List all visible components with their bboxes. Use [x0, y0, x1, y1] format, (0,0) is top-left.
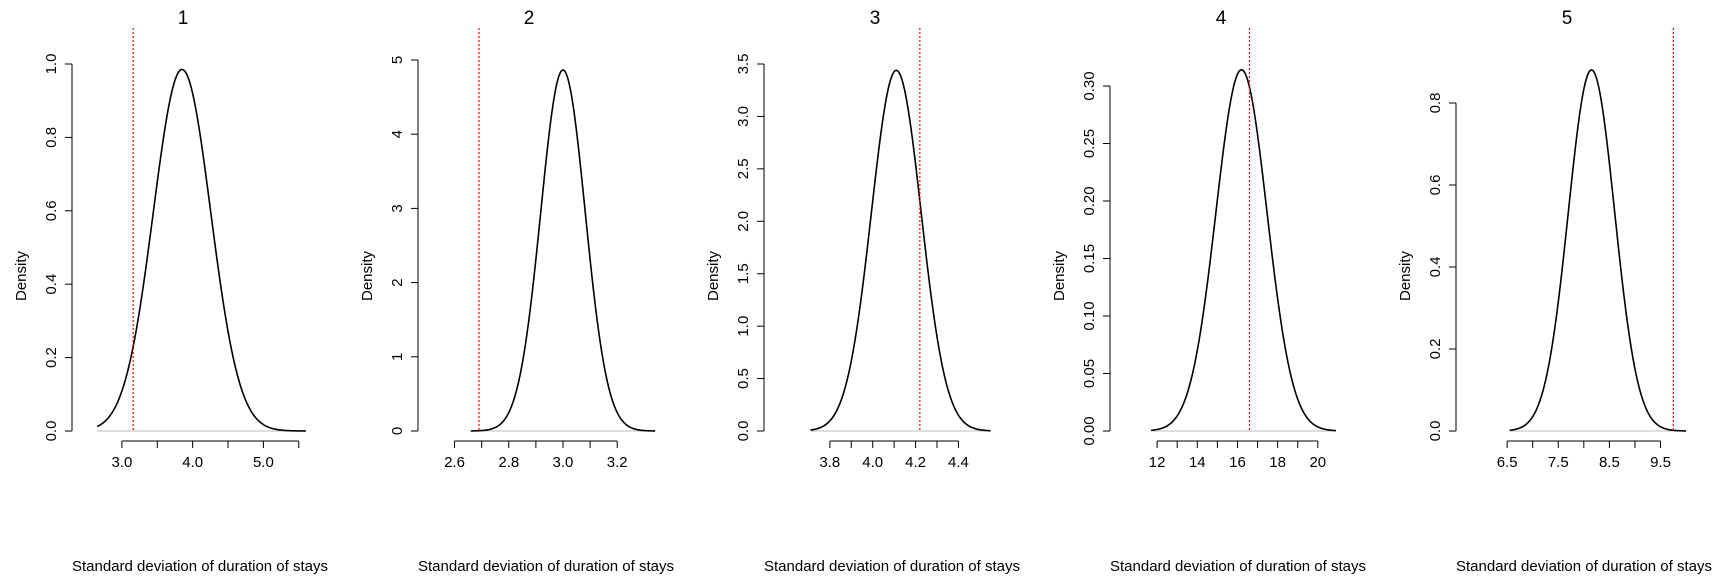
y-tick-label: 3.5	[735, 54, 752, 75]
x-tick-label: 12	[1149, 454, 1166, 471]
y-tick-label: 0.2	[43, 347, 60, 368]
y-tick-label: 1.5	[735, 263, 752, 284]
density-curve	[1151, 68, 1336, 432]
y-tick-label: 0.5	[735, 368, 752, 389]
y-tick-label: 0.0	[43, 421, 60, 442]
density-curve	[810, 69, 991, 432]
y-axis-label: Density	[13, 250, 30, 301]
y-tick-label: 3.0	[735, 106, 752, 127]
chart-svg-3: 3 3.8 4.0 4.2 4.4 0.0 0.5 1.0 1.5 2.0 2.5 3.0 3.5 Sta…	[705, 8, 1020, 575]
x-axis-label: Standard deviation of duration of stays	[764, 558, 1020, 575]
density-curve	[96, 68, 306, 432]
y-tick-label: 0.05	[1081, 359, 1098, 388]
x-tick-label: 9.5	[1650, 454, 1671, 471]
x-tick-label: 4.0	[862, 454, 883, 471]
x-tick-label: 3.2	[607, 454, 628, 471]
x-tick-label: 3.0	[111, 454, 132, 471]
chart-svg-2: 2 2.6 2.8 3.0 3.2 0 1 2 3 4 5 Standard deviation of…	[359, 8, 674, 575]
x-tick-label: 3.0	[553, 454, 574, 471]
chart-panel-1: 1 3.0 4.0 5.0 0.0 0.2 0.4 0.6 0.8 1.0 Standard dev…	[0, 0, 346, 583]
y-tick-label: 2.0	[735, 211, 752, 232]
y-axis-label: Density	[705, 250, 722, 301]
y-tick-label: 5	[389, 56, 406, 64]
y-tick-label: 0.2	[1427, 339, 1444, 360]
x-tick-label: 7.5	[1548, 454, 1569, 471]
x-tick-label: 18	[1269, 454, 1286, 471]
chart-title: 5	[1562, 8, 1573, 29]
x-tick-label: 14	[1189, 454, 1206, 471]
x-tick-label: 16	[1229, 454, 1246, 471]
y-tick-label: 0.30	[1081, 71, 1098, 100]
x-tick-label: 6.5	[1497, 454, 1518, 471]
y-tick-label: 0.0	[735, 421, 752, 442]
x-tick-label: 5.0	[253, 454, 274, 471]
y-tick-label: 0.0	[1427, 421, 1444, 442]
x-tick-label: 4.4	[948, 454, 969, 471]
y-tick-label: 0.8	[1427, 93, 1444, 114]
x-axis-label: Standard deviation of duration of stays	[1110, 558, 1366, 575]
y-tick-label: 0.25	[1081, 129, 1098, 158]
y-tick-label: 3	[389, 204, 406, 212]
y-tick-label: 0.4	[43, 274, 60, 295]
x-tick-label: 20	[1309, 454, 1326, 471]
y-tick-label: 1	[389, 353, 406, 361]
y-tick-label: 2	[389, 278, 406, 286]
y-tick-label: 0.6	[43, 200, 60, 221]
y-tick-label: 0.6	[1427, 175, 1444, 196]
y-tick-label: 0	[389, 427, 406, 435]
x-tick-label: 4.0	[182, 454, 203, 471]
y-tick-label: 4	[389, 130, 406, 138]
y-tick-label: 0.20	[1081, 186, 1098, 215]
x-axis-label: Standard deviation of duration of stays	[1456, 558, 1712, 575]
x-tick-label: 3.8	[819, 454, 840, 471]
chart-panel-4: 4 12 14 16 18 20 0.00 0.05 0.10 0.15 0.20 0.25 0.30 S…	[1038, 0, 1384, 583]
y-axis-label: Density	[359, 250, 376, 301]
x-tick-label: 2.8	[498, 454, 519, 471]
chart-panel-5: 5 6.5 7.5 8.5 9.5 0.0 0.2 0.4 0.6 0.8 Standard dev…	[1384, 0, 1730, 583]
x-tick-label: 8.5	[1599, 454, 1620, 471]
density-curve	[470, 69, 656, 432]
y-tick-label: 0.15	[1081, 244, 1098, 273]
chart-title: 3	[870, 8, 881, 29]
x-axis-label: Standard deviation of duration of stays	[418, 558, 674, 575]
chart-title: 1	[178, 8, 189, 29]
chart-svg-1: 1 3.0 4.0 5.0 0.0 0.2 0.4 0.6 0.8 1.0 Standard dev…	[13, 8, 328, 575]
chart-svg-4: 4 12 14 16 18 20 0.00 0.05 0.10 0.15 0.20 0.25 0.30 S…	[1051, 8, 1366, 575]
density-curve	[1509, 69, 1687, 432]
y-tick-label: 2.5	[735, 158, 752, 179]
x-tick-label: 2.6	[444, 454, 465, 471]
y-tick-label: 0.4	[1427, 257, 1444, 278]
chart-title: 2	[524, 8, 535, 29]
y-tick-label: 0.10	[1081, 301, 1098, 330]
x-axis-label: Standard deviation of duration of stays	[72, 558, 328, 575]
chart-panel-2: 2 2.6 2.8 3.0 3.2 0 1 2 3 4 5 Standard deviation of…	[346, 0, 692, 583]
y-axis-label: Density	[1051, 250, 1068, 301]
chart-title: 4	[1216, 8, 1227, 29]
y-tick-label: 1.0	[735, 316, 752, 337]
chart-panel-3: 3 3.8 4.0 4.2 4.4 0.0 0.5 1.0 1.5 2.0 2.5 3.0 3.5 Sta…	[692, 0, 1038, 583]
y-axis-label: Density	[1397, 250, 1414, 301]
y-tick-label: 1.0	[43, 54, 60, 75]
y-tick-label: 0.00	[1081, 416, 1098, 445]
y-tick-label: 0.8	[43, 127, 60, 148]
chart-svg-5: 5 6.5 7.5 8.5 9.5 0.0 0.2 0.4 0.6 0.8 Standard dev…	[1397, 8, 1712, 575]
x-tick-label: 4.2	[905, 454, 926, 471]
